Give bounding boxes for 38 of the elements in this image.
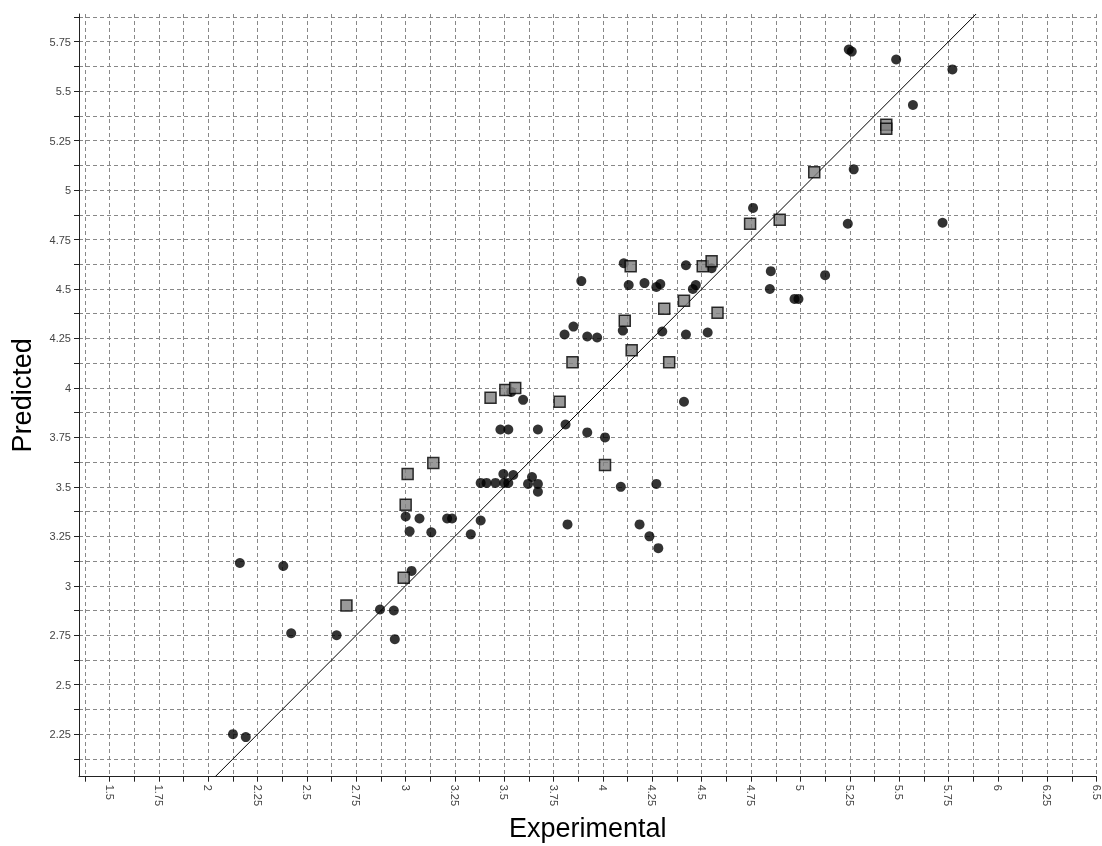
- y-tick-label: 4: [64, 381, 71, 394]
- x-tick-label: 6: [991, 784, 1004, 791]
- x-tick-label: 4: [597, 784, 610, 791]
- x-tick-label: 5.5: [893, 784, 906, 800]
- y-tick-label: 3.75: [49, 431, 71, 444]
- y-tick-label: 3.25: [49, 530, 71, 543]
- x-tick-label: 1.75: [152, 784, 165, 807]
- x-tick-label: 5: [794, 784, 807, 791]
- x-tick-label: 3.75: [547, 784, 560, 807]
- x-tick-label: 5.75: [942, 784, 955, 807]
- x-tick-label: 2.75: [350, 784, 363, 807]
- x-tick-label: 3: [399, 784, 412, 791]
- y-tick-label: 4.75: [49, 233, 71, 246]
- y-tick-label: 5.25: [49, 134, 71, 147]
- x-tick-label: 5.25: [843, 784, 856, 807]
- x-tick-label: 1.5: [103, 784, 116, 800]
- y-tick-label: 5.5: [55, 85, 71, 98]
- y-axis-title: Predicted: [6, 338, 37, 453]
- y-tick-label: 2.25: [49, 728, 71, 741]
- x-tick-label: 3.25: [449, 784, 462, 807]
- x-tick-label: 2.5: [300, 784, 313, 800]
- x-axis-title: Experimental: [508, 812, 667, 843]
- y-tick-label: 5: [64, 184, 71, 197]
- y-tick-label: 4.5: [55, 283, 71, 295]
- x-tick-label: 6.25: [1041, 784, 1054, 807]
- y-tick-label: 5.75: [49, 35, 71, 48]
- x-tick-label: 4.25: [646, 784, 659, 807]
- y-tick-label: 2.5: [55, 678, 71, 691]
- x-tick-label: 2: [202, 784, 215, 791]
- x-tick-label: 4.75: [745, 784, 758, 807]
- y-tick-label: 3: [64, 579, 71, 592]
- x-tick-label: 6.5: [1090, 784, 1102, 800]
- y-tick-label: 4.25: [49, 332, 71, 345]
- y-tick-label: 2.75: [49, 629, 71, 642]
- x-tick-label: 3.5: [498, 784, 511, 800]
- x-tick-label: 4.5: [695, 784, 708, 800]
- y-tick-label: 3.5: [55, 480, 71, 493]
- x-tick-label: 2.25: [251, 784, 264, 807]
